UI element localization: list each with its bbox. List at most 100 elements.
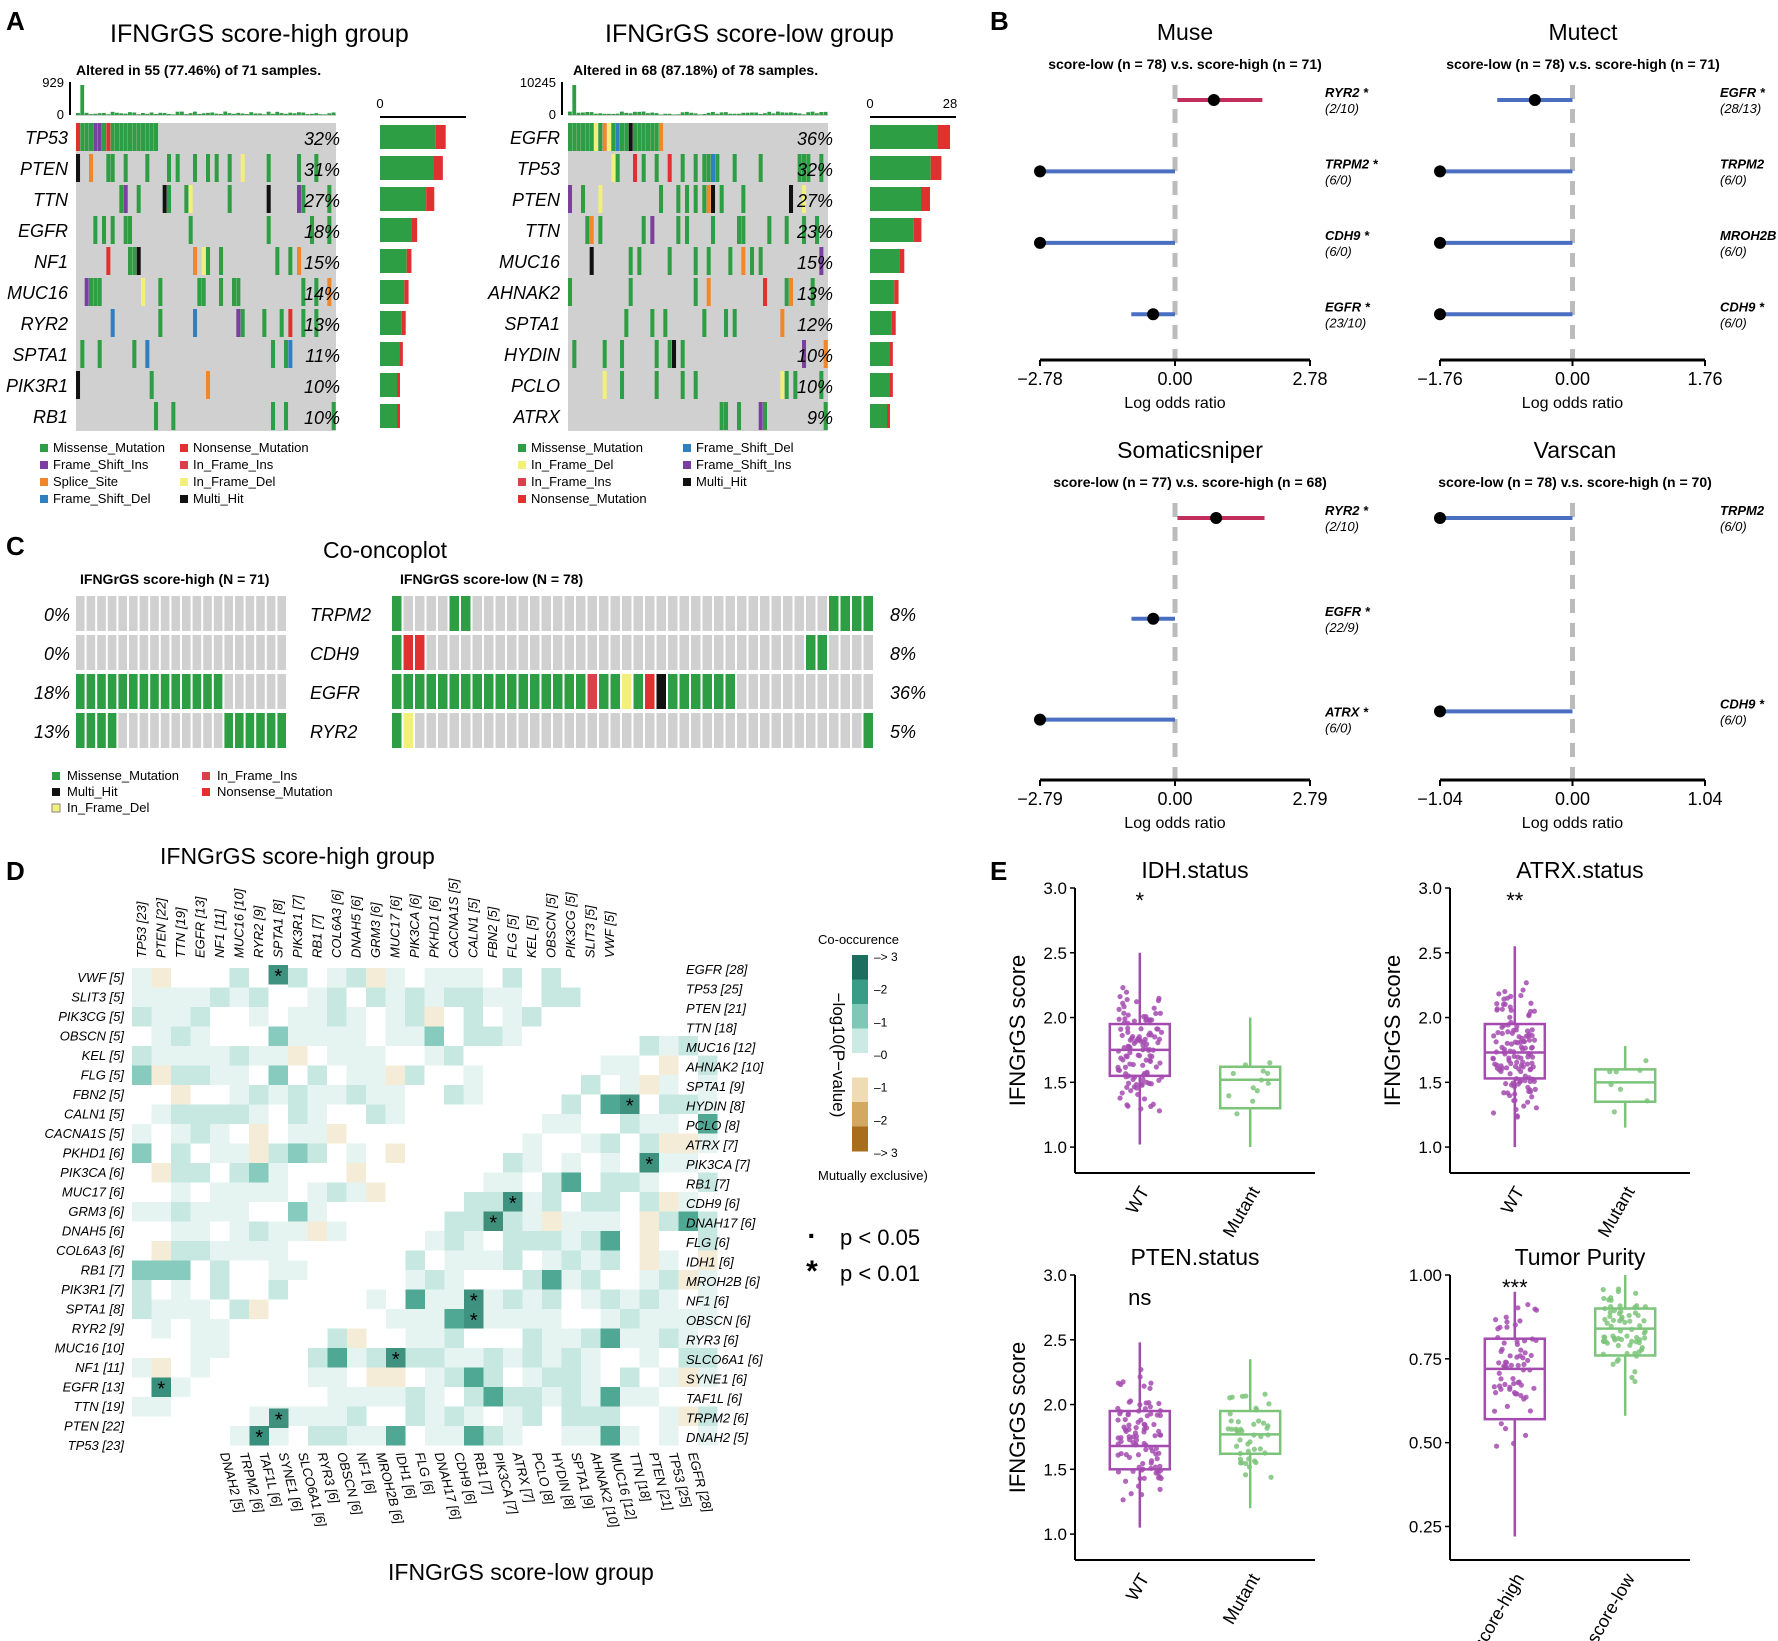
percent-label: 23% xyxy=(796,222,833,242)
heatmap-cell-low xyxy=(444,1250,464,1270)
mutation-cell xyxy=(806,154,811,182)
heatmap-cell-high xyxy=(249,987,269,1007)
co-oncoplot-cell xyxy=(224,713,233,748)
estimate-point xyxy=(1147,612,1160,625)
side-bar-missense xyxy=(870,373,890,397)
heatmap-cell-low xyxy=(561,1367,581,1387)
co-oncoplot-cell xyxy=(587,713,597,748)
forest-gene-label: ATRX * xyxy=(1324,705,1369,720)
side-bar-other xyxy=(433,156,443,180)
heatmap-cell-high xyxy=(210,1007,230,1027)
heatmap-cell-low xyxy=(522,1367,542,1387)
heatmap-cell-low xyxy=(639,1211,659,1231)
heatmap-cell-high xyxy=(190,1143,210,1163)
percent-label: 13% xyxy=(304,315,340,335)
heatmap-cell-high xyxy=(151,1085,171,1105)
co-oncoplot-cell xyxy=(840,713,850,748)
data-point xyxy=(1243,1393,1249,1399)
heatmap-cell-high xyxy=(151,1065,171,1085)
data-point xyxy=(1515,1081,1521,1087)
data-point xyxy=(1155,1026,1161,1032)
heatmap-cell-high xyxy=(229,1065,249,1085)
co-oncoplot-cell xyxy=(192,596,202,631)
data-point xyxy=(1515,1362,1521,1369)
heatmap-cell-high xyxy=(190,1221,210,1241)
heatmap-cell-high xyxy=(385,1163,405,1183)
mutation-cell xyxy=(685,185,690,213)
tmb-bar xyxy=(214,113,219,115)
legend-swatch xyxy=(40,495,48,503)
heatmap-cell-low xyxy=(581,1387,601,1407)
heatmap-cell-high xyxy=(132,1299,152,1319)
heatmap-cell-high xyxy=(346,1007,366,1027)
mutation-cell xyxy=(589,247,594,275)
co-oncoplot-cell xyxy=(518,713,528,748)
heatmap-row-label-high: TP53 [23] xyxy=(68,1438,125,1453)
heatmap-col-label-high: FBN2 [5] xyxy=(485,906,500,958)
heatmap-cell-low xyxy=(522,1309,542,1329)
heatmap-row-label-high: RB1 [7] xyxy=(81,1263,125,1278)
co-oncoplot-cell xyxy=(139,635,149,670)
mutation-cell xyxy=(97,340,102,368)
heatmap-cell-low xyxy=(639,1055,659,1075)
data-point xyxy=(1127,1061,1133,1067)
side-bar-other xyxy=(938,125,950,149)
mutation-cell xyxy=(128,216,133,244)
forest-count-label: (6/0) xyxy=(1720,712,1747,727)
side-bar-missense xyxy=(380,125,436,149)
x-tick-label: 1.04 xyxy=(1687,789,1722,809)
heatmap-cell-low xyxy=(269,1387,289,1407)
co-oncoplot-cell xyxy=(599,596,609,631)
legend-label: Frame_Shift_Del xyxy=(53,491,151,506)
data-point xyxy=(1135,1452,1142,1458)
heatmap-cell-low xyxy=(464,1348,484,1368)
data-point xyxy=(1507,1014,1513,1020)
heatmap-cell-high xyxy=(132,1065,152,1085)
heatmap-row-label-low: SPTA1 [9] xyxy=(686,1079,745,1094)
heatmap-row-label-low: OBSCN [6] xyxy=(686,1313,751,1328)
data-point xyxy=(1501,996,1507,1002)
heatmap-cell-low xyxy=(503,1328,523,1348)
heatmap-cell-low xyxy=(347,1387,367,1407)
heatmap-cell-high xyxy=(132,1182,152,1202)
tmb-bar xyxy=(145,113,150,115)
data-point xyxy=(1250,1085,1256,1091)
tmb-bar xyxy=(819,112,824,115)
mutation-cell xyxy=(119,123,124,151)
co-oncoplot-cell xyxy=(235,713,244,748)
forest-count-label: (6/0) xyxy=(1325,172,1352,187)
heatmap-cell-low xyxy=(620,1250,640,1270)
heatmap-cell-low xyxy=(464,1406,484,1426)
data-point xyxy=(1518,1044,1524,1050)
mutation-cell xyxy=(227,185,232,213)
data-point xyxy=(1502,988,1508,995)
data-point xyxy=(1529,1032,1535,1039)
data-point xyxy=(1237,1437,1243,1443)
box xyxy=(1593,1068,1657,1104)
mutation-cell xyxy=(162,185,167,213)
mutation-cell xyxy=(123,154,128,182)
co-oncoplot-cell xyxy=(817,713,827,748)
x-tick-label: 2.79 xyxy=(1292,789,1327,809)
side-axis-label: 0 xyxy=(866,96,873,111)
oncoplot-high-title: IFNGrGS score-high group xyxy=(110,20,409,48)
co-oncoplot-cell xyxy=(171,635,180,670)
heatmap-row-label-high: PKHD1 [6] xyxy=(63,1146,125,1161)
data-point xyxy=(1492,1390,1499,1396)
heatmap-cell-high xyxy=(151,1280,171,1300)
co-oncoplot-cell xyxy=(484,635,494,670)
co-oncoplot-cell xyxy=(438,596,448,631)
mutation-cell xyxy=(89,278,94,306)
heatmap-cell-high xyxy=(288,1007,308,1027)
heatmap-cell-low xyxy=(347,1348,367,1368)
co-oncoplot-cell xyxy=(817,635,827,670)
data-point xyxy=(1126,1434,1132,1440)
mutation-cell xyxy=(784,278,789,306)
data-point xyxy=(1626,1312,1632,1319)
tmb-bar xyxy=(689,112,694,115)
data-point xyxy=(1528,1000,1534,1006)
gene-label: EGFR xyxy=(18,221,68,241)
x-axis-title: Log odds ratio xyxy=(1124,395,1226,412)
mutation-cell xyxy=(581,123,586,151)
